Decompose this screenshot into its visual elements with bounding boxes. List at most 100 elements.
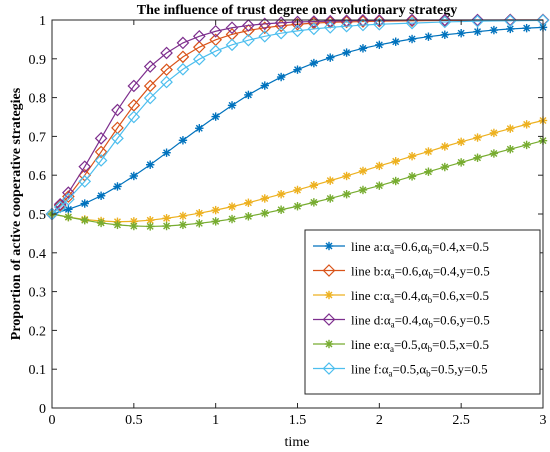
data-point <box>473 153 482 162</box>
data-point <box>456 158 466 167</box>
data-point <box>276 72 286 82</box>
data-point <box>176 36 190 50</box>
data-point <box>405 16 419 30</box>
x-tick-label: 1 <box>212 413 219 428</box>
data-point <box>407 151 417 161</box>
data-point <box>489 128 499 138</box>
data-point <box>506 124 515 133</box>
data-point <box>244 90 253 100</box>
legend-item: line e:αa=0.5,αb=0.5,x=0.5 <box>313 337 489 354</box>
data-point <box>111 103 124 117</box>
data-point <box>160 75 173 89</box>
data-point <box>195 219 204 228</box>
data-point <box>53 197 67 211</box>
data-point <box>209 44 223 58</box>
data-point <box>307 22 321 36</box>
data-point <box>473 27 482 36</box>
legend-item: line d:αa=0.4,αb=0.6,y=0.5 <box>313 313 490 330</box>
data-point <box>258 29 272 43</box>
y-tick-label: 0.1 <box>29 363 47 378</box>
data-point <box>342 48 351 57</box>
y-tick-label: 0.5 <box>29 208 47 223</box>
data-point <box>242 24 255 37</box>
data-point <box>146 216 155 225</box>
data-point <box>225 38 239 52</box>
y-tick-label: 0.7 <box>29 130 47 145</box>
data-point <box>522 23 531 33</box>
data-point <box>178 211 188 221</box>
data-point <box>391 37 400 46</box>
chart-title: The influence of trust degree on evoluti… <box>137 3 458 18</box>
data-point <box>178 220 188 230</box>
data-point <box>440 162 449 172</box>
data-point <box>326 194 335 203</box>
data-point <box>209 24 223 38</box>
data-point <box>53 200 67 214</box>
data-point <box>64 205 73 214</box>
legend-label: line e:αa=0.5,αb=0.5,x=0.5 <box>351 337 489 354</box>
data-point <box>242 19 255 32</box>
data-point <box>143 79 157 93</box>
x-axis-label: time <box>285 435 310 450</box>
legend-marker <box>322 362 336 375</box>
data-point <box>326 176 335 185</box>
data-point <box>456 28 466 38</box>
data-point <box>356 18 370 32</box>
series-c <box>47 116 548 226</box>
legend-label: line f:αa=0.5,αb=0.5,y=0.5 <box>351 362 488 379</box>
y-tick-label: 0.6 <box>29 169 47 184</box>
data-point <box>176 50 190 64</box>
data-point <box>326 53 335 62</box>
data-point <box>162 221 171 231</box>
data-point <box>195 209 204 218</box>
data-point <box>176 62 190 76</box>
legend-box <box>304 229 541 395</box>
data-point <box>225 21 239 35</box>
data-point <box>391 157 400 166</box>
y-tick-label: 0 <box>39 402 46 417</box>
data-point <box>375 181 384 190</box>
data-point <box>309 58 319 68</box>
data-point <box>160 63 173 77</box>
data-point <box>424 32 433 41</box>
data-point <box>293 65 302 74</box>
data-point <box>291 24 304 38</box>
data-point <box>143 60 157 73</box>
y-tick-label: 1 <box>39 14 46 29</box>
data-point <box>274 26 288 40</box>
data-point <box>358 166 368 176</box>
legend-marker <box>322 313 336 326</box>
y-tick-label: 0.3 <box>29 286 47 301</box>
data-point <box>80 216 89 225</box>
y-axis-label: Proportion of active cooperative strateg… <box>9 87 24 340</box>
data-point <box>424 167 433 176</box>
data-point <box>94 154 108 167</box>
data-point <box>94 145 108 159</box>
legend: line a:αa=0.6,αb=0.4,x=0.5 line b:αa=0.6,… <box>304 229 541 395</box>
y-tick-label: 0.8 <box>29 92 47 107</box>
data-point <box>113 182 122 191</box>
data-point <box>78 175 92 188</box>
data-point <box>489 25 499 35</box>
data-point <box>258 17 272 31</box>
data-point <box>143 91 157 105</box>
series-line <box>51 19 544 215</box>
data-point <box>522 140 531 150</box>
data-point <box>64 212 73 222</box>
data-point <box>405 13 419 27</box>
data-point <box>473 133 482 142</box>
data-point <box>391 176 400 186</box>
x-tick-label: 0 <box>49 413 56 428</box>
data-point <box>162 214 171 223</box>
legend-label: line b:αa=0.6,αb=0.4,y=0.5 <box>351 264 490 281</box>
data-point <box>340 19 353 33</box>
data-point <box>323 21 337 34</box>
data-point <box>260 209 269 218</box>
data-point <box>160 46 173 60</box>
data-point <box>375 40 384 50</box>
data-point <box>309 198 319 207</box>
data-point <box>211 205 220 215</box>
data-point <box>440 30 449 39</box>
series-a <box>47 23 548 219</box>
